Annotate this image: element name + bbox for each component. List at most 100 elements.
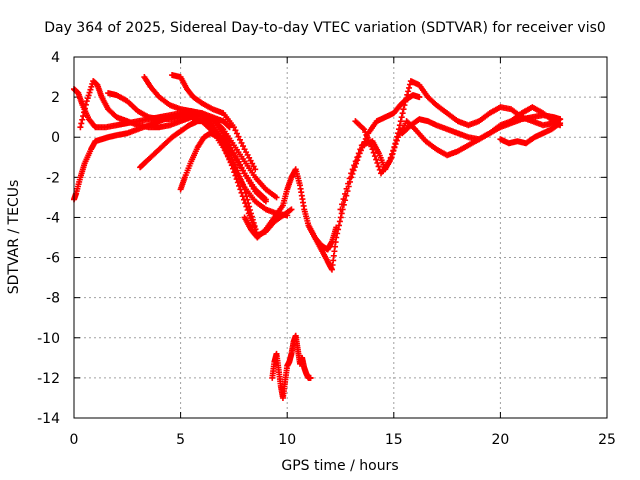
x-tick-label: 0	[70, 432, 79, 448]
y-tick-label: -4	[46, 210, 60, 226]
data-point	[375, 163, 382, 170]
data-point	[233, 130, 240, 137]
data-point	[334, 230, 341, 237]
data-point	[400, 106, 407, 113]
data-point	[393, 137, 400, 144]
data-point	[77, 124, 84, 131]
data-point	[352, 158, 359, 165]
data-point	[386, 158, 393, 165]
y-axis-label: SDTVAR / TECUs	[6, 180, 22, 295]
x-tick-label: 20	[491, 432, 509, 448]
data-point	[399, 110, 406, 117]
data-point	[78, 120, 85, 127]
data-point	[81, 105, 88, 112]
data-point	[346, 175, 353, 182]
data-point	[246, 203, 253, 210]
data-point	[392, 141, 399, 148]
data-point	[230, 124, 237, 131]
data-point	[401, 102, 408, 109]
data-point	[251, 223, 258, 230]
data-point	[388, 151, 395, 158]
plot-frame	[73, 56, 608, 419]
x-tick-label: 5	[176, 432, 185, 448]
data-point	[557, 120, 564, 127]
data-point	[337, 206, 344, 213]
data-point	[354, 154, 361, 161]
data-point	[241, 186, 248, 193]
data-point	[84, 95, 91, 102]
data-point	[390, 147, 397, 154]
data-point	[235, 170, 242, 177]
data-point	[244, 196, 251, 203]
data-point	[233, 176, 240, 183]
data-point	[237, 176, 244, 183]
y-tick-label: -12	[37, 371, 60, 387]
data-point	[348, 170, 355, 177]
data-point	[243, 193, 250, 200]
data-point	[233, 164, 240, 171]
data-point	[239, 180, 246, 187]
x-tick-label: 10	[278, 432, 296, 448]
data-point	[398, 114, 405, 121]
data-point	[247, 206, 254, 213]
x-tick-label: 25	[598, 432, 616, 448]
data-point	[370, 149, 377, 156]
data-point	[232, 127, 239, 134]
y-tick-label: 0	[51, 130, 60, 146]
data-point	[335, 226, 342, 233]
data-point	[83, 98, 90, 105]
data-point	[373, 156, 380, 163]
data-point	[245, 200, 252, 207]
data-point	[397, 118, 404, 125]
data-point	[391, 144, 398, 151]
data-point	[288, 206, 295, 213]
data-point	[79, 116, 86, 123]
data-point	[333, 234, 340, 241]
y-tick-label: 2	[51, 90, 60, 106]
data-point	[229, 165, 236, 172]
data-point	[335, 222, 342, 229]
x-tick-label: 15	[385, 432, 403, 448]
data-point	[339, 201, 346, 208]
data-point	[80, 113, 87, 120]
data-point	[240, 143, 247, 150]
data-point	[342, 190, 349, 197]
y-tick-label: -6	[46, 251, 60, 267]
chart-title: Day 364 of 2025, Sidereal Day-to-day VTE…	[44, 20, 606, 36]
data-point	[374, 160, 381, 167]
y-tick-label: -10	[37, 331, 60, 347]
data-point	[82, 101, 89, 108]
data-point	[236, 136, 243, 143]
data-point	[252, 166, 259, 173]
data-point	[86, 89, 93, 96]
data-point	[387, 154, 394, 161]
data-point	[406, 84, 413, 91]
data-point	[349, 166, 356, 173]
y-tick-label: -2	[46, 170, 60, 186]
data-point	[273, 194, 280, 201]
data-point	[238, 139, 245, 146]
data-point	[81, 109, 88, 116]
data-point	[416, 94, 423, 101]
data-point	[232, 172, 239, 179]
y-tick-label: 4	[51, 50, 60, 66]
data-point	[357, 146, 364, 153]
data-point	[88, 83, 95, 90]
data-point	[262, 198, 269, 205]
data-point	[249, 216, 256, 223]
data-point	[248, 213, 255, 220]
y-tick-label: -8	[46, 291, 60, 307]
data-point	[340, 196, 347, 203]
data-point	[87, 86, 94, 93]
data-point	[240, 183, 247, 190]
data-point	[336, 218, 343, 225]
y-tick-label: -14	[37, 411, 60, 427]
data-points	[71, 72, 564, 401]
data-point	[242, 189, 249, 196]
data-point	[231, 169, 238, 176]
data-point	[337, 214, 344, 221]
data-point	[247, 210, 254, 217]
